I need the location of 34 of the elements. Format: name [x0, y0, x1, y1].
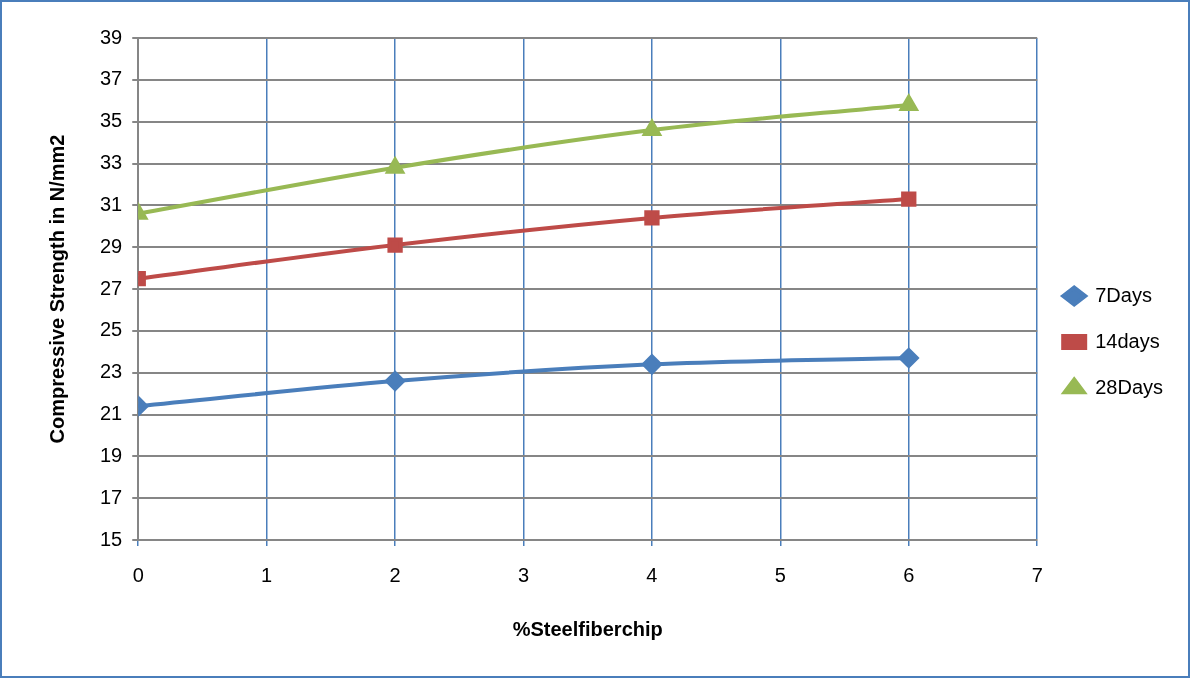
- point: [899, 94, 918, 111]
- x-tick-label: 5: [774, 563, 786, 586]
- legend-label: 28Days: [1095, 375, 1163, 398]
- y-tick-label: 33: [100, 151, 123, 174]
- y-axis-title: Compressive Strength in N/mm2: [45, 134, 68, 444]
- x-tick-label: 3: [517, 563, 530, 586]
- point: [643, 120, 661, 137]
- y-tick-label: 25: [100, 318, 123, 341]
- y-tick-label: 19: [100, 443, 123, 466]
- y-tick-label: 17: [100, 485, 123, 508]
- point: [644, 210, 660, 226]
- x-tick-label: 2: [389, 563, 401, 586]
- point: [641, 354, 662, 375]
- y-tick-label: 31: [100, 192, 123, 215]
- y-tick-label: 29: [100, 234, 123, 257]
- y-tick-label: 35: [100, 109, 123, 132]
- x-tick-label: 0: [132, 563, 144, 586]
- x-axis-title: %Steelfiberchip: [512, 617, 663, 640]
- x-tick-label: 1: [261, 563, 273, 586]
- point: [385, 371, 406, 392]
- point: [901, 191, 917, 207]
- point: [898, 348, 919, 369]
- x-tick-label: 6: [903, 563, 915, 586]
- x-tick-label: 4: [646, 563, 658, 586]
- legend-label: 14days: [1095, 329, 1160, 352]
- point: [387, 237, 403, 253]
- y-tick-label: 37: [100, 67, 123, 90]
- x-tick-label: 7: [1031, 563, 1043, 586]
- y-tick-label: 27: [100, 276, 123, 299]
- y-tick-label: 39: [100, 25, 123, 48]
- y-tick-label: 23: [100, 360, 123, 383]
- y-tick-label: 21: [100, 402, 123, 425]
- legend-label: 7Days: [1095, 283, 1152, 306]
- y-tick-label: 15: [100, 527, 123, 550]
